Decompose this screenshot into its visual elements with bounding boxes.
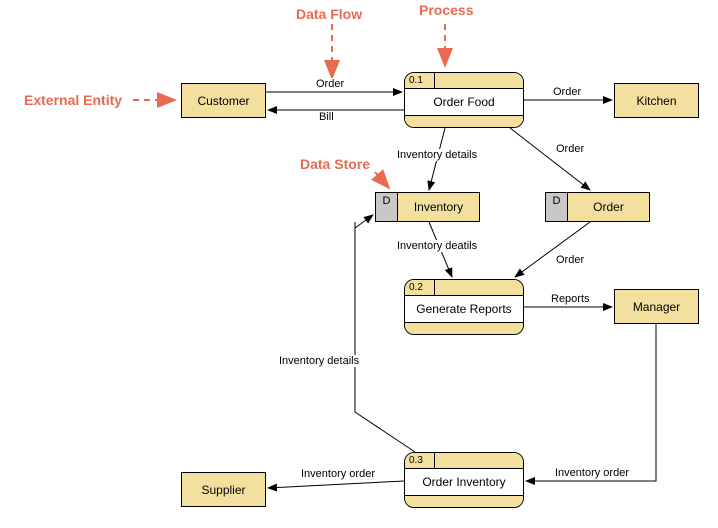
process-order-inventory: 0.3 Order Inventory: [404, 452, 524, 508]
d-icon: D: [376, 193, 398, 221]
flow-label: Inventory order: [300, 468, 376, 480]
entity-kitchen: Kitchen: [614, 83, 699, 118]
entity-customer: Customer: [181, 83, 266, 118]
annot-external-entity: External Entity: [24, 92, 122, 108]
flow-label: Reports: [550, 293, 591, 305]
process-num: 0.1: [405, 73, 435, 88]
process-label: Order Inventory: [405, 469, 523, 495]
process-num: 0.2: [405, 280, 435, 295]
flow-label: Order: [315, 78, 345, 90]
annot-data-store: Data Store: [300, 156, 370, 172]
process-label: Order Food: [405, 89, 523, 115]
flow-edges-svg: [0, 0, 718, 528]
flow-label: Bill: [318, 111, 335, 123]
flow-label: Order: [555, 143, 585, 155]
flow-label: Order: [555, 254, 585, 266]
flow-label: Inventory order: [554, 467, 630, 479]
flow-label: Inventory details: [396, 149, 478, 161]
flow-label: Inventory details: [278, 355, 360, 367]
datastore-label: Inventory: [398, 193, 479, 221]
flow-label: Order: [552, 86, 582, 98]
process-order-food: 0.1 Order Food: [404, 72, 524, 128]
entity-supplier: Supplier: [181, 472, 266, 507]
annot-data-flow: Data Flow: [296, 6, 362, 22]
process-label: Generate Reports: [405, 296, 523, 322]
datastore-order: D Order: [545, 192, 650, 222]
flow-label: Inventory deatils: [396, 240, 478, 252]
annot-process: Process: [419, 2, 473, 18]
process-generate-reports: 0.2 Generate Reports: [404, 279, 524, 335]
datastore-label: Order: [568, 193, 649, 221]
d-icon: D: [546, 193, 568, 221]
entity-manager: Manager: [614, 289, 699, 324]
datastore-inventory: D Inventory: [375, 192, 480, 222]
process-num: 0.3: [405, 453, 435, 468]
